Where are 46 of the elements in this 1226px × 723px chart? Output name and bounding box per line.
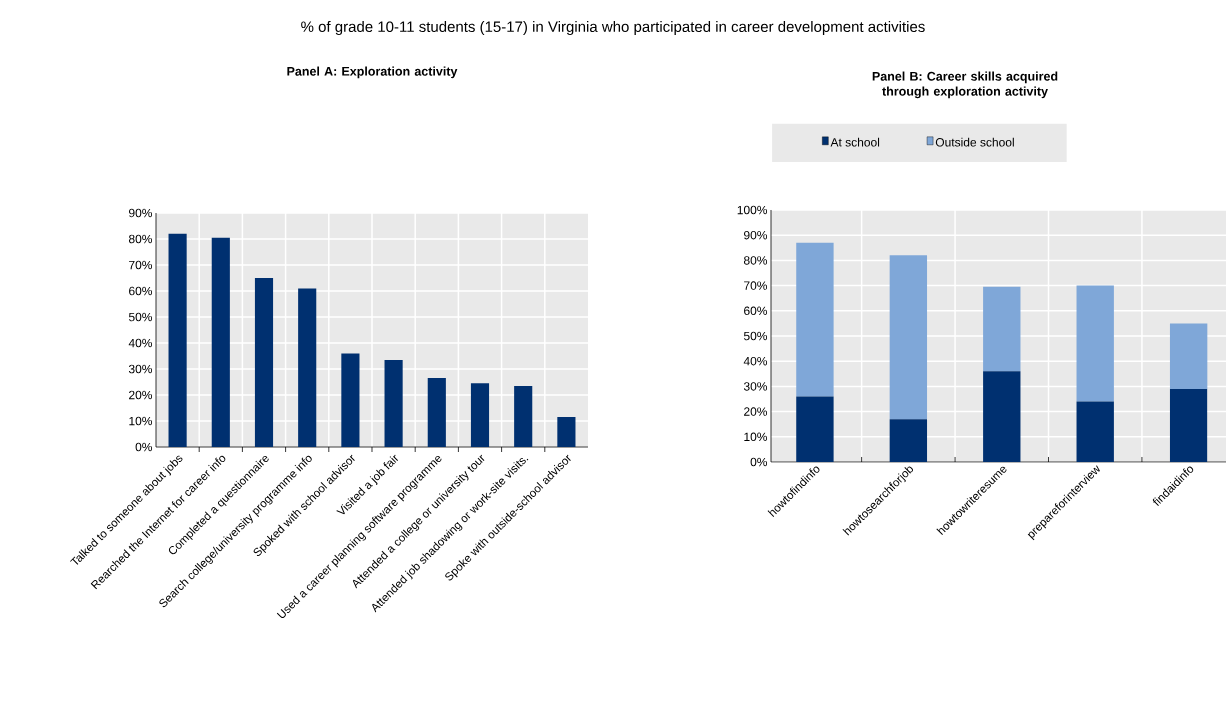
bar [557,417,576,447]
bar [983,286,1021,372]
y-tick-label: 100% [737,205,768,215]
y-tick-label: 80% [743,256,768,265]
bar [889,419,928,462]
y-tick-label: 50% [743,331,768,341]
y-tick-label: 90% [744,230,768,240]
y-tick-label: 20% [744,407,768,416]
bar [298,288,317,447]
legend-label: Outside school [935,137,1014,147]
bar [254,278,274,447]
bar [211,237,230,447]
y-tick-label: 30% [743,382,768,391]
y-tick-label: 10% [744,432,768,442]
bar [1169,388,1208,462]
bar [1169,323,1208,389]
y-tick-label: 70% [129,260,153,270]
y-tick-label: 0% [750,457,768,467]
bar [341,353,360,447]
y-tick-label: 90% [129,208,153,218]
y-tick-label: 30% [128,364,153,374]
y-tick-label: 80% [128,234,153,244]
y-tick-label: 10% [129,416,153,426]
chart-subtitle: Panel A: Exploration activity [287,66,458,79]
y-tick-label: 0% [135,442,153,452]
y-tick-label: 50% [128,312,153,322]
y-tick-label: 60% [129,286,153,296]
bar [514,385,533,447]
bar [889,255,928,420]
bar [1076,285,1114,402]
chart-title: % of grade 10-11 students (15-17) in Virginia who participated in career development activities [301,21,925,35]
y-tick-label: 40% [128,338,153,348]
y-tick-label: 40% [743,356,768,366]
bar [168,233,187,447]
bar [983,371,1021,462]
bar [1076,401,1114,462]
bar [796,396,834,462]
bar [427,378,446,447]
bar [384,359,403,447]
y-tick-label: 60% [744,306,768,316]
y-tick-label: 20% [129,390,153,400]
chart-title: Panel B: Career skills acquired through exploration activity [872,71,1058,99]
bar [796,242,834,397]
bar [470,383,490,447]
y-tick-label: 70% [744,281,768,290]
legend-label: At school [830,137,880,147]
